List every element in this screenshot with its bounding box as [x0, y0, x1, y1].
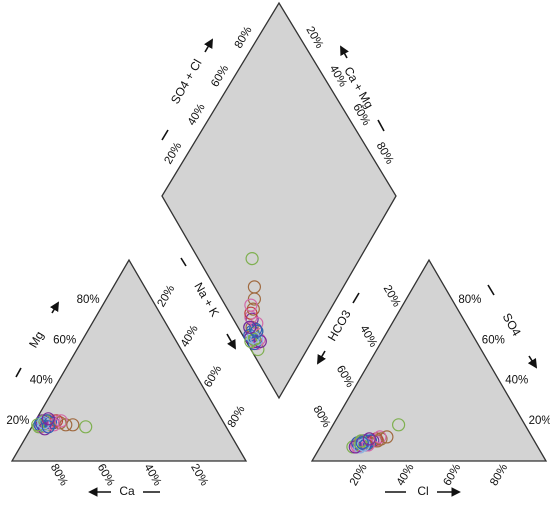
- sample-point-anion: [380, 430, 394, 444]
- tick-label-so4-cl: 20%: [162, 140, 184, 166]
- tick-label-mg: 80%: [77, 294, 100, 306]
- sample-point-layer: [31, 252, 406, 454]
- sample-point-diamond: [247, 280, 261, 294]
- arrow-hco3: [317, 350, 327, 365]
- sample-point-anion: [392, 418, 406, 432]
- arrow-na-k: [226, 333, 236, 350]
- sample-point-cation: [38, 422, 52, 436]
- tick-label-so4-cl: 80%: [233, 25, 255, 51]
- arrow-tail-so4: [487, 284, 495, 296]
- arrow-so4: [527, 355, 538, 369]
- tick-label-hco3: 40%: [357, 323, 379, 349]
- cation-triangle: [10, 258, 248, 462]
- axis-title-hco3: HCO3: [325, 307, 354, 343]
- outline-layer: [10, 1, 548, 462]
- sample-point-cation: [41, 412, 55, 426]
- arrow-tail-so4-cl: [161, 129, 169, 141]
- tick-label-mg: 40%: [30, 375, 53, 387]
- sample-point-anion: [362, 432, 376, 446]
- sample-point-cation: [54, 414, 68, 428]
- tick-label-ca: 60%: [95, 462, 117, 488]
- diamond-field: [161, 1, 397, 400]
- anion-triangle: [310, 258, 548, 462]
- sample-point-cation: [40, 414, 54, 428]
- tick-label-hco3: 80%: [310, 404, 332, 430]
- sample-point-diamond: [250, 324, 264, 338]
- sample-point-cation: [41, 420, 55, 434]
- tick-label-hco3: 60%: [334, 364, 356, 390]
- tick-label-mg: 20%: [6, 415, 29, 427]
- arrow-so4-cl: [203, 38, 213, 53]
- sample-point-anion: [355, 436, 369, 450]
- sample-point-anion: [361, 438, 375, 452]
- tick-label-ca-mg: 80%: [374, 140, 396, 166]
- axis-title-ca: Ca: [119, 484, 135, 498]
- tick-label-hco3: 20%: [381, 283, 403, 309]
- sample-point-diamond: [243, 320, 257, 334]
- tick-label-ca-mg: 20%: [303, 25, 325, 51]
- tick-label-ca: 80%: [48, 462, 70, 488]
- sample-point-anion: [373, 430, 387, 444]
- tick-label-ca: 40%: [141, 462, 163, 488]
- tick-label-na-k: 80%: [226, 404, 248, 430]
- tick-label-cl: 40%: [395, 462, 417, 488]
- sample-point-diamond: [253, 334, 267, 348]
- axis-title-so4-cl: SO4 + Cl: [168, 57, 205, 106]
- tick-label-so4: 60%: [482, 334, 505, 346]
- tick-label-so4-cl: 40%: [186, 102, 208, 128]
- sample-point-diamond: [244, 306, 258, 320]
- tick-label-na-k: 40%: [179, 323, 201, 349]
- sample-point-diamond: [245, 312, 259, 326]
- sample-point-anion: [370, 434, 385, 448]
- sample-point-diamond: [247, 332, 261, 346]
- tick-label-na-k: 20%: [155, 283, 177, 309]
- tick-label-na-k: 60%: [202, 364, 224, 390]
- sample-point-diamond: [244, 298, 258, 312]
- tick-label-so4: 20%: [529, 415, 550, 427]
- sample-point-diamond: [245, 252, 259, 266]
- sample-point-cation: [66, 418, 80, 432]
- tick-label-so4: 40%: [505, 375, 528, 387]
- arrow-mg: [49, 301, 59, 314]
- tick-label-cl: 20%: [348, 462, 370, 488]
- arrow-tail-ca-mg: [377, 119, 385, 132]
- arrow-tail-mg: [15, 367, 22, 378]
- sample-point-cation: [79, 420, 93, 434]
- tick-label-so4: 80%: [458, 294, 481, 306]
- sample-point-diamond: [250, 316, 264, 330]
- tick-label-cl: 60%: [441, 462, 463, 488]
- sample-point-cation: [53, 416, 67, 430]
- arrow-ca-mg: [340, 45, 349, 59]
- sample-point-diamond: [244, 334, 258, 348]
- axis-title-mg: Mg: [26, 329, 46, 350]
- sample-point-cation: [31, 418, 45, 432]
- tick-label-mg: 60%: [53, 334, 76, 346]
- arrow-tail-hco3: [352, 292, 360, 304]
- tick-label-cl: 80%: [488, 462, 510, 488]
- tick-label-so4-cl: 60%: [209, 63, 231, 89]
- sample-point-cation: [36, 416, 51, 430]
- sample-point-diamond: [249, 322, 263, 336]
- arrow-tail-na-k: [180, 257, 187, 267]
- axis-title-cl: Cl: [417, 484, 428, 498]
- axis-arrow-layer: [15, 38, 538, 497]
- sample-point-cation: [59, 418, 73, 432]
- tick-label-ca: 20%: [188, 462, 210, 488]
- sample-point-anion: [354, 434, 368, 448]
